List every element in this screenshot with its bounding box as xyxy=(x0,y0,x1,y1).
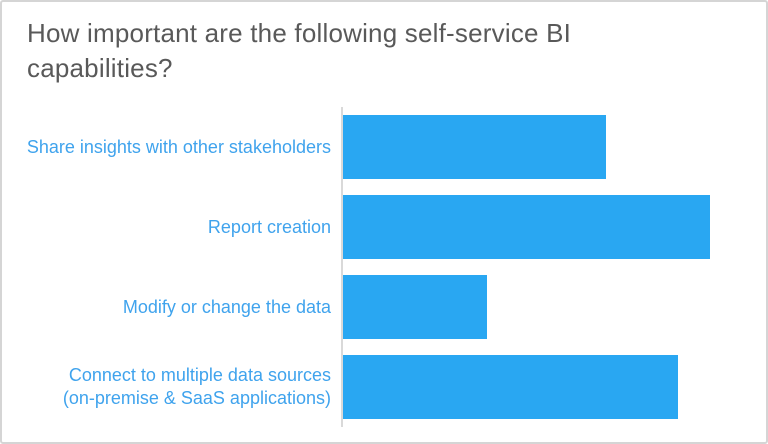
y-axis-line xyxy=(341,107,343,427)
chart-row: Report creation xyxy=(2,187,742,267)
chart-title-line-2: capabilities? xyxy=(27,53,173,83)
bar-chart: Share insights with other stakeholders Re… xyxy=(2,107,742,427)
bar xyxy=(343,275,487,339)
chart-rows: Share insights with other stakeholders Re… xyxy=(2,107,742,427)
chart-title: How important are the following self-ser… xyxy=(27,16,737,86)
chart-row: Connect to multiple data sources (on-pre… xyxy=(2,347,742,427)
bar xyxy=(343,355,678,419)
category-label: Modify or change the data xyxy=(122,296,331,317)
bar-cell xyxy=(341,107,742,187)
bar-cell xyxy=(341,347,742,427)
bar-cell xyxy=(341,187,742,267)
chart-row: Modify or change the data xyxy=(2,267,742,347)
category-label: Share insights with other stakeholders xyxy=(26,136,331,157)
bar xyxy=(343,115,606,179)
bar-cell xyxy=(341,267,742,347)
chart-row: Share insights with other stakeholders xyxy=(2,107,742,187)
bar xyxy=(343,195,710,259)
category-label: Connect to multiple data sources (on-pre… xyxy=(62,365,331,408)
chart-title-line-1: How important are the following self-ser… xyxy=(27,18,572,48)
category-label: Report creation xyxy=(207,216,331,237)
